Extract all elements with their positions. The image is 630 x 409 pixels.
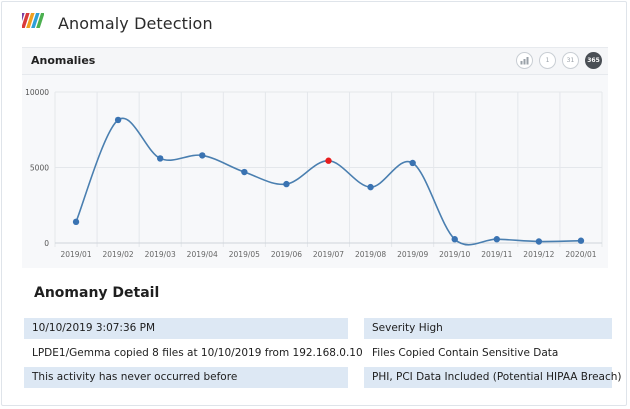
x-tick-label: 2019/07	[313, 250, 344, 259]
data-point	[535, 238, 543, 245]
detail-timestamp: 10/10/2019 3:07:36 PM	[24, 318, 348, 339]
x-tick-label: 2019/09	[397, 250, 428, 259]
range-31-icon[interactable]: 31	[562, 52, 579, 69]
detail-sensitivity: Files Copied Contain Sensitive Data	[372, 347, 559, 359]
anomalies-line-chart: 0 5000 10000 2019/01 2019/02 2019/03 2019/04 20…	[25, 88, 603, 259]
x-tick-label: 2020/01	[565, 250, 596, 259]
x-tick-label: 2019/06	[271, 250, 302, 259]
data-point	[577, 237, 585, 244]
x-tick-label: 2019/08	[355, 250, 386, 259]
app-title: Anomaly Detection	[58, 14, 213, 33]
x-tick-label: 2019/03	[145, 250, 176, 259]
y-tick-label: 10000	[25, 88, 49, 97]
x-tick-label: 2019/05	[229, 250, 260, 259]
highlighted-point	[325, 157, 332, 164]
panel-title: Anomalies	[31, 54, 96, 67]
y-tick-label: 0	[44, 239, 49, 248]
range-365-icon[interactable]: 365	[585, 52, 602, 69]
x-tick-label: 2019/01	[60, 250, 91, 259]
data-point	[156, 155, 164, 162]
range-toolbar: 1 31 365	[516, 52, 602, 69]
app-header: Anomaly Detection	[2, 2, 626, 44]
detail-severity: Severity High	[364, 318, 612, 339]
x-tick-label: 2019/11	[481, 250, 512, 259]
data-point	[493, 236, 501, 243]
detail-compliance: PHI, PCI Data Included (Potential HIPAA …	[364, 367, 622, 388]
data-point	[409, 159, 416, 167]
data-point	[367, 183, 374, 191]
x-tick-label: 2019/10	[439, 250, 470, 259]
x-tick-label: 2019/12	[523, 250, 554, 259]
data-point	[241, 168, 248, 176]
striped-logo-icon	[22, 13, 44, 28]
data-point	[451, 236, 458, 243]
data-point	[283, 180, 290, 188]
detail-occurrence: This activity has never occurred before	[24, 367, 348, 388]
data-point	[114, 116, 122, 124]
panel-header: Anomalies 1 31 365	[22, 48, 608, 75]
anomalies-chart: 0 5000 10000 2019/01 2019/02 2019/03 2019/04 20…	[22, 75, 608, 267]
x-tick-label: 2019/04	[187, 250, 218, 259]
y-tick-label: 5000	[30, 164, 49, 173]
range-1-icon[interactable]: 1	[539, 52, 556, 69]
detail-activity: LPDE1/Gemma copied 8 files at 10/10/2019…	[32, 347, 363, 359]
data-point	[72, 218, 80, 226]
data-point	[199, 152, 206, 159]
x-tick-label: 2019/02	[103, 250, 134, 259]
chart-type-icon[interactable]	[516, 52, 533, 69]
detail-title: Anomany Detail	[34, 285, 160, 301]
